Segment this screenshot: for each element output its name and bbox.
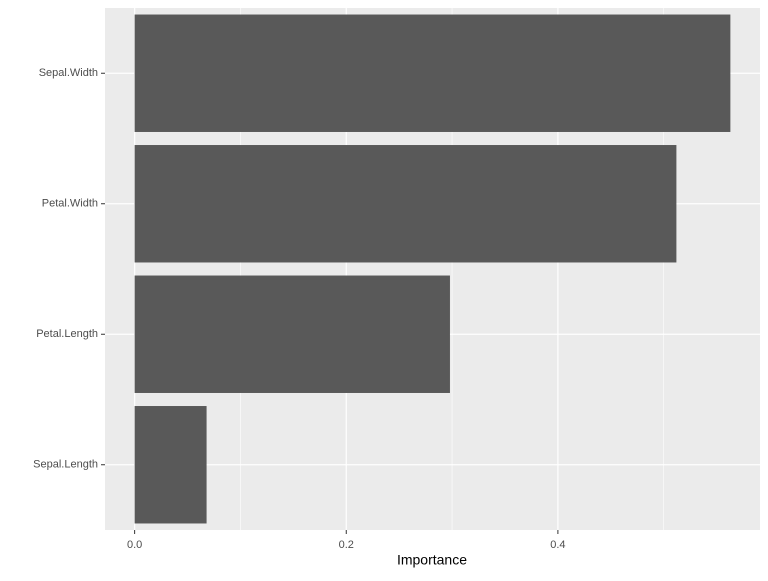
bar <box>134 406 207 524</box>
bar <box>134 275 450 393</box>
y-tick-label: Petal.Length <box>36 328 98 340</box>
bar <box>134 14 731 132</box>
x-tick-label: 0.4 <box>550 539 565 551</box>
x-axis-label: Importance <box>397 552 467 568</box>
x-tick-label: 0.0 <box>127 539 142 551</box>
bar <box>134 145 677 263</box>
x-tick-label: 0.2 <box>339 539 354 551</box>
y-tick-label: Sepal.Length <box>33 459 98 471</box>
y-tick-label: Sepal.Width <box>39 67 98 79</box>
y-tick-label: Petal.Width <box>42 198 98 210</box>
